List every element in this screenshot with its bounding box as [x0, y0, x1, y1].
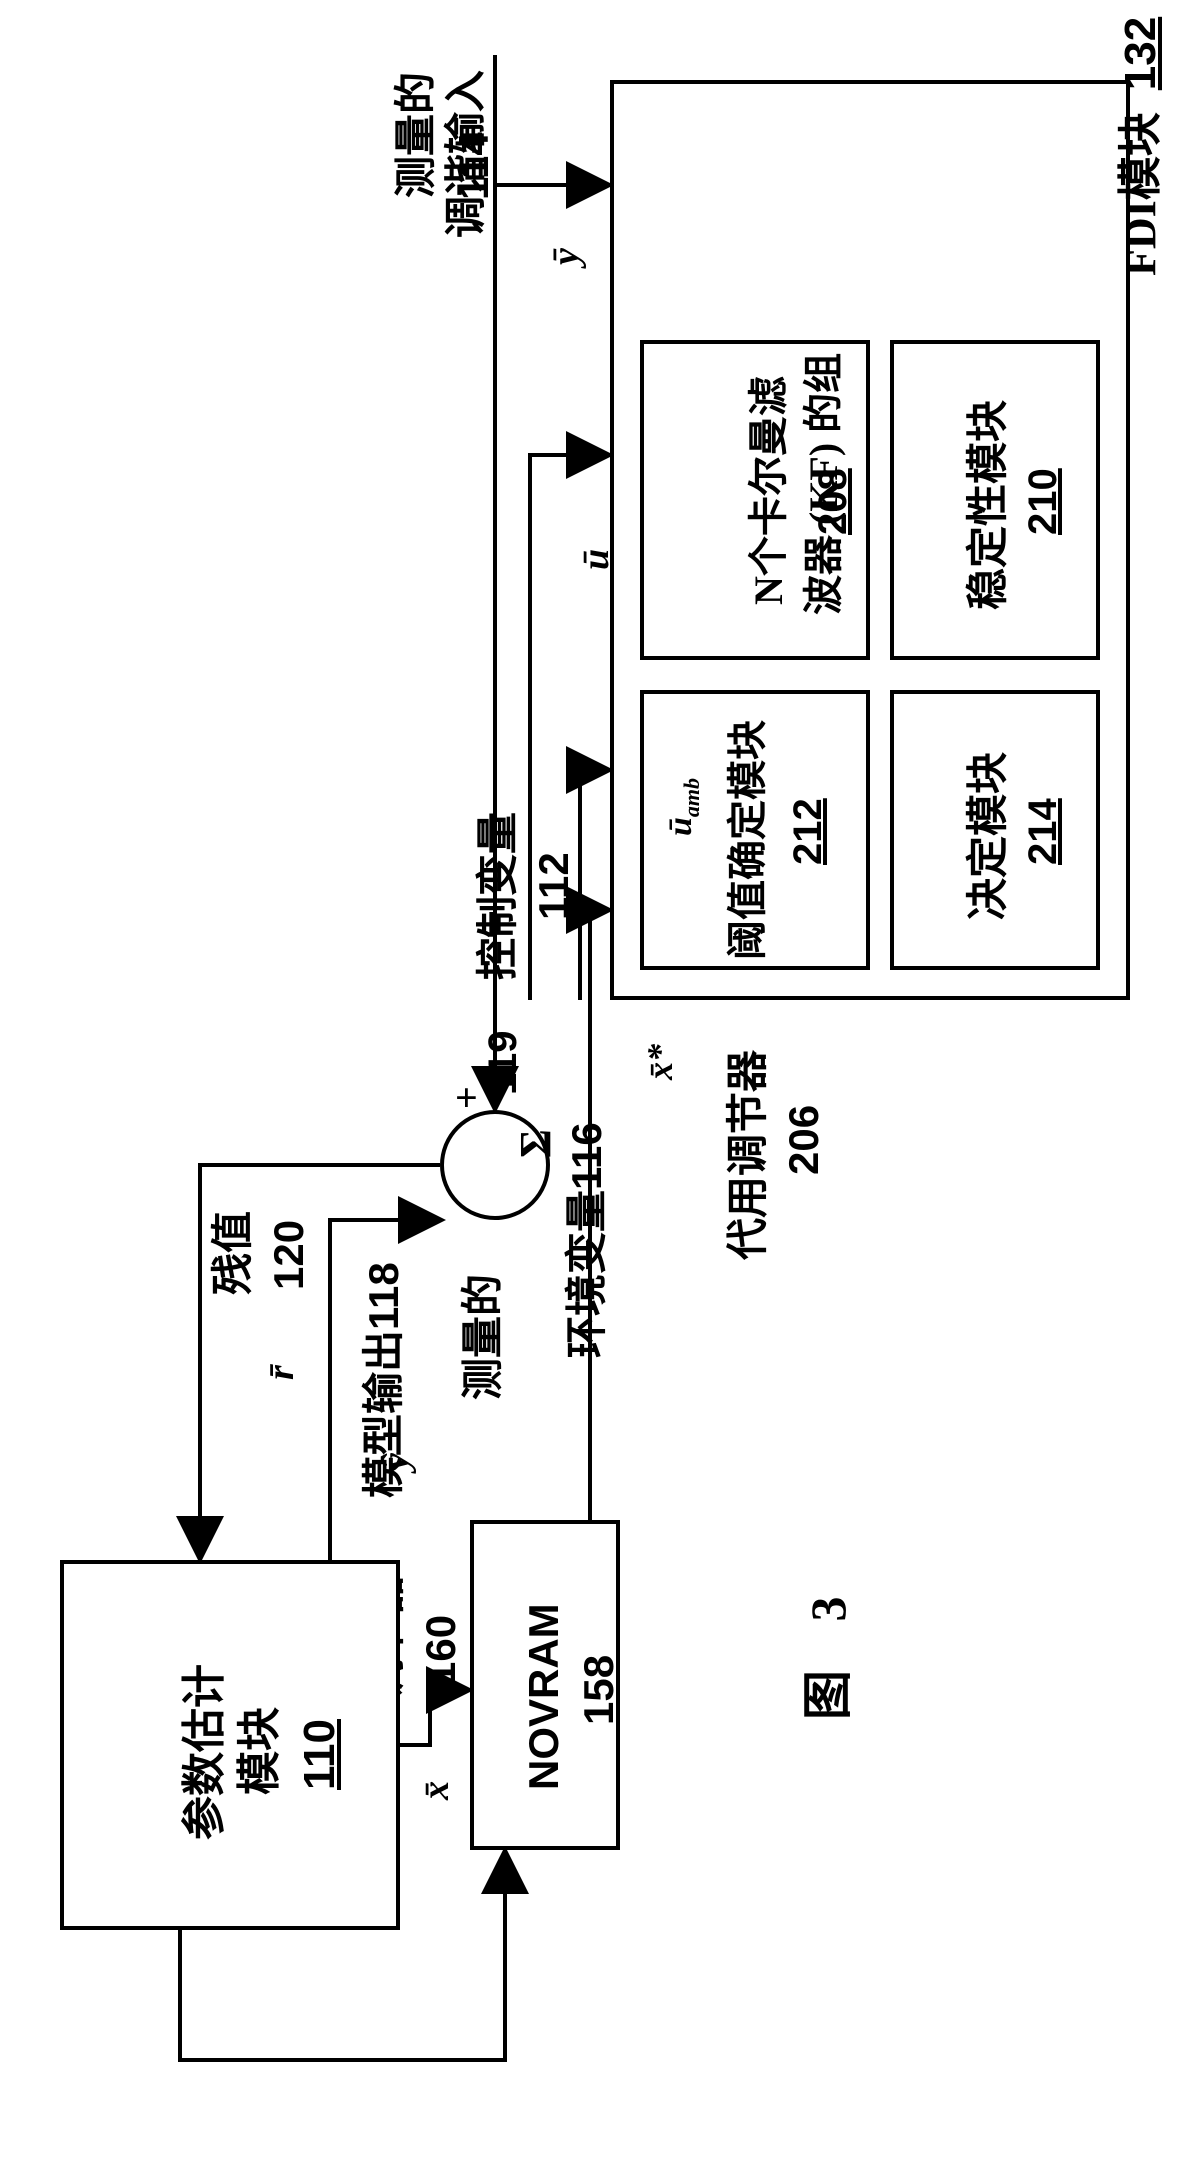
ybar-symbol: ȳ: [545, 248, 589, 265]
sum-plus: +: [455, 1075, 478, 1121]
uamb-symbol: ūamb: [622, 778, 743, 870]
model-out-text: 模型输出: [362, 1330, 408, 1498]
uamb-main: ū: [662, 817, 699, 836]
fdi-title-num: 132: [1116, 17, 1165, 90]
sum-minus: −: [410, 1200, 435, 1251]
ubar-symbol: ū: [575, 549, 619, 570]
param-est-l2: 模块: [235, 1707, 286, 1795]
model-out-num: 118: [360, 1262, 407, 1330]
arrow-xstar-to-fdi: [590, 910, 610, 1000]
novram-num: 158: [575, 1655, 623, 1725]
novram-label: NOVRAM: [520, 1603, 568, 1790]
regulator-num: 160: [417, 1615, 465, 1685]
env-var-l1: 测量的: [460, 1274, 508, 1400]
env-var-l2-text: 环境变量: [565, 1190, 611, 1358]
control-var-label: 控制变量: [475, 812, 523, 980]
sub-reg-label: 代用调节器: [725, 1050, 773, 1260]
xbar-symbol: x̄: [415, 1781, 459, 1800]
env-var-l2: 环境变量116: [515, 1122, 661, 1400]
uamb-sub: amb: [679, 778, 704, 817]
kf-num: 208: [810, 468, 856, 535]
residual-label: 残值: [210, 1211, 258, 1295]
sub-reg-num: 206: [780, 1105, 828, 1175]
decision-num: 214: [1020, 798, 1066, 865]
param-est-num: 110: [295, 1719, 346, 1790]
sum-num: 119: [480, 1030, 526, 1095]
rbar-symbol: r̄: [260, 1365, 304, 1380]
xstar-symbol: x̄*: [640, 1044, 681, 1080]
yhat-symbol: ŷ: [375, 1453, 419, 1470]
figure-label: 图 3: [800, 1579, 858, 1721]
control-var-num: 112: [530, 852, 578, 920]
meas-tuning-num: 114: [450, 132, 498, 200]
env-var-num: 116: [563, 1122, 610, 1190]
decision-label: 决定模块: [965, 752, 1013, 920]
stability-label: 稳定性模块: [965, 400, 1013, 610]
model-out-label: 模型输出118: [312, 1262, 458, 1540]
fdi-title-text: FDI模块: [1116, 112, 1165, 276]
arrow-uamb: [580, 770, 610, 1000]
residual-num: 120: [265, 1220, 313, 1290]
fdi-title: FDI模块 132: [1065, 17, 1183, 320]
param-est-l1: 参数估计: [180, 1664, 231, 1840]
threshold-num: 212: [785, 798, 831, 865]
arrow-xbar: [400, 1690, 470, 1745]
stability-num: 210: [1020, 468, 1066, 535]
